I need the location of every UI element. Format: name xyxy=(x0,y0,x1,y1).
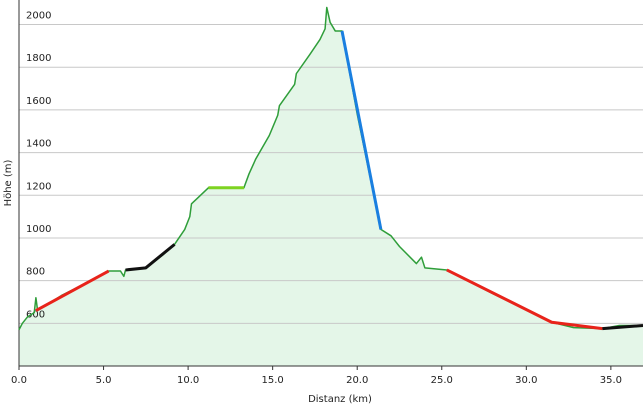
x-tick-label: 0.0 xyxy=(11,375,27,386)
y-axis-label: Höhe (m) xyxy=(3,159,14,206)
y-tick-label: 1600 xyxy=(26,96,51,107)
x-tick-label: 30.0 xyxy=(515,375,537,386)
y-tick-label: 800 xyxy=(26,267,45,278)
segment-line xyxy=(125,243,176,272)
y-tick-label: 1200 xyxy=(26,181,51,192)
x-tick-label: 10.0 xyxy=(177,375,199,386)
segment-line xyxy=(35,269,110,312)
x-axis-label: Distanz (km) xyxy=(308,394,372,405)
segment-line xyxy=(340,30,383,230)
y-tick-label: 1000 xyxy=(26,224,51,235)
x-tick-label: 25.0 xyxy=(431,375,453,386)
segment-line xyxy=(446,268,603,331)
y-tick-label: 1800 xyxy=(26,53,51,64)
y-tick-label: 2000 xyxy=(26,11,51,22)
profile-line xyxy=(18,6,643,331)
x-tick-label: 20.0 xyxy=(346,375,368,386)
x-tick-label: 35.0 xyxy=(600,375,622,386)
x-tick-label: 15.0 xyxy=(262,375,284,386)
profile-area xyxy=(19,7,643,366)
segment-line xyxy=(602,323,643,331)
x-tick-label: 5.0 xyxy=(96,375,112,386)
y-tick-label: 600 xyxy=(26,309,45,320)
y-tick-label: 1400 xyxy=(26,139,51,150)
